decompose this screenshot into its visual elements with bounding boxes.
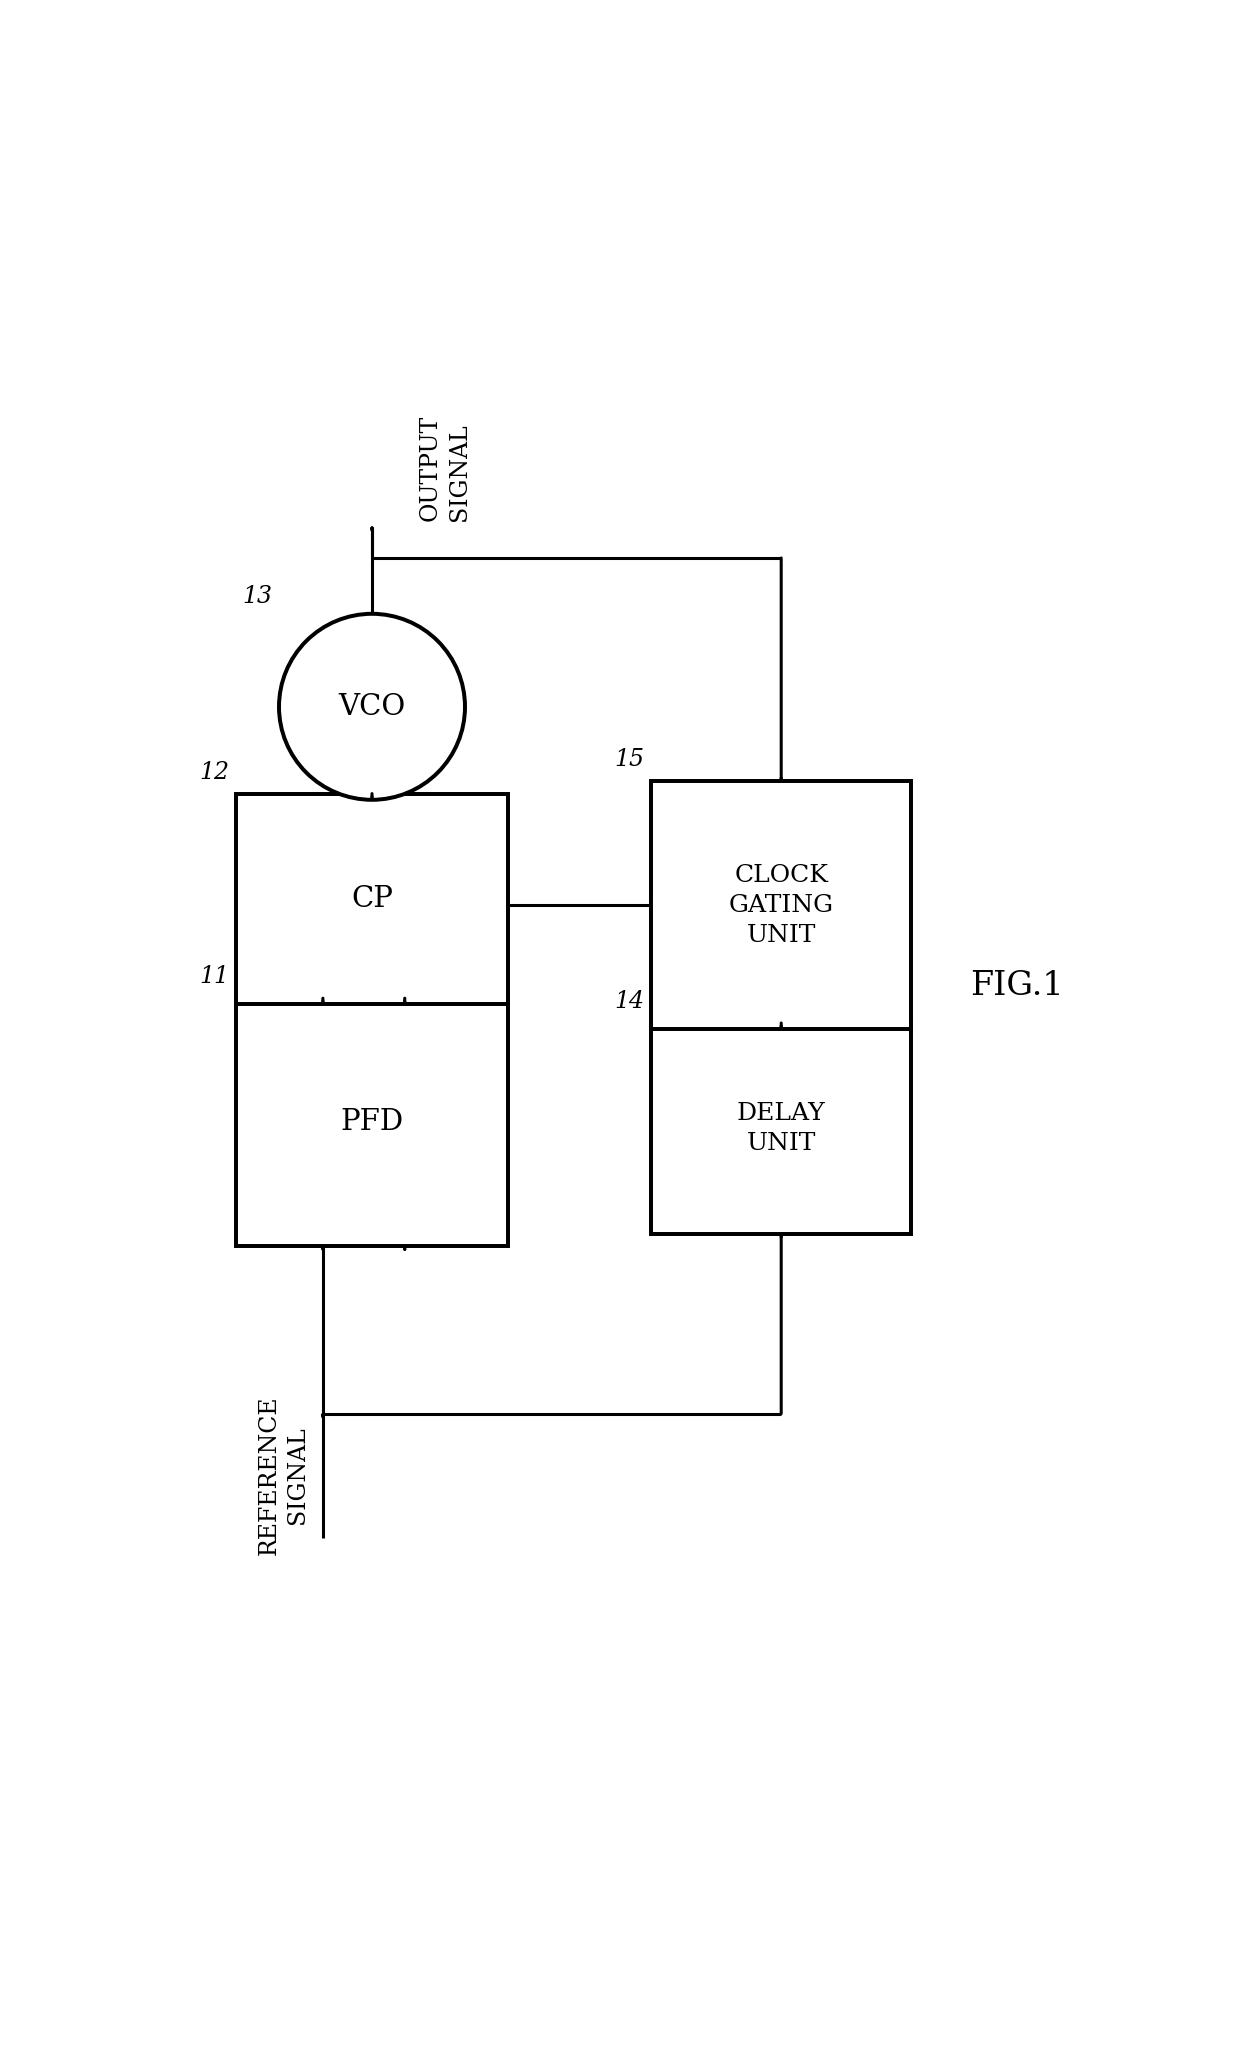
Text: CLOCK
GATING
UNIT: CLOCK GATING UNIT [729,863,833,947]
Text: VCO: VCO [339,694,405,720]
Text: PFD: PFD [341,1109,403,1136]
Text: CP: CP [351,886,393,913]
Text: REFERENCE
SIGNAL: REFERENCE SIGNAL [258,1395,309,1555]
FancyBboxPatch shape [236,998,508,1246]
FancyBboxPatch shape [236,794,508,1005]
Text: FIG.1: FIG.1 [970,970,1064,1003]
Text: OUTPUT
SIGNAL: OUTPUT SIGNAL [419,415,470,522]
FancyBboxPatch shape [651,782,911,1029]
Text: 15: 15 [615,749,645,771]
FancyBboxPatch shape [651,1023,911,1234]
Text: 13: 13 [243,585,273,608]
Text: DELAY
UNIT: DELAY UNIT [737,1103,826,1156]
Text: 12: 12 [200,761,229,784]
Text: 14: 14 [615,990,645,1013]
Text: 11: 11 [200,966,229,988]
Circle shape [279,614,465,800]
